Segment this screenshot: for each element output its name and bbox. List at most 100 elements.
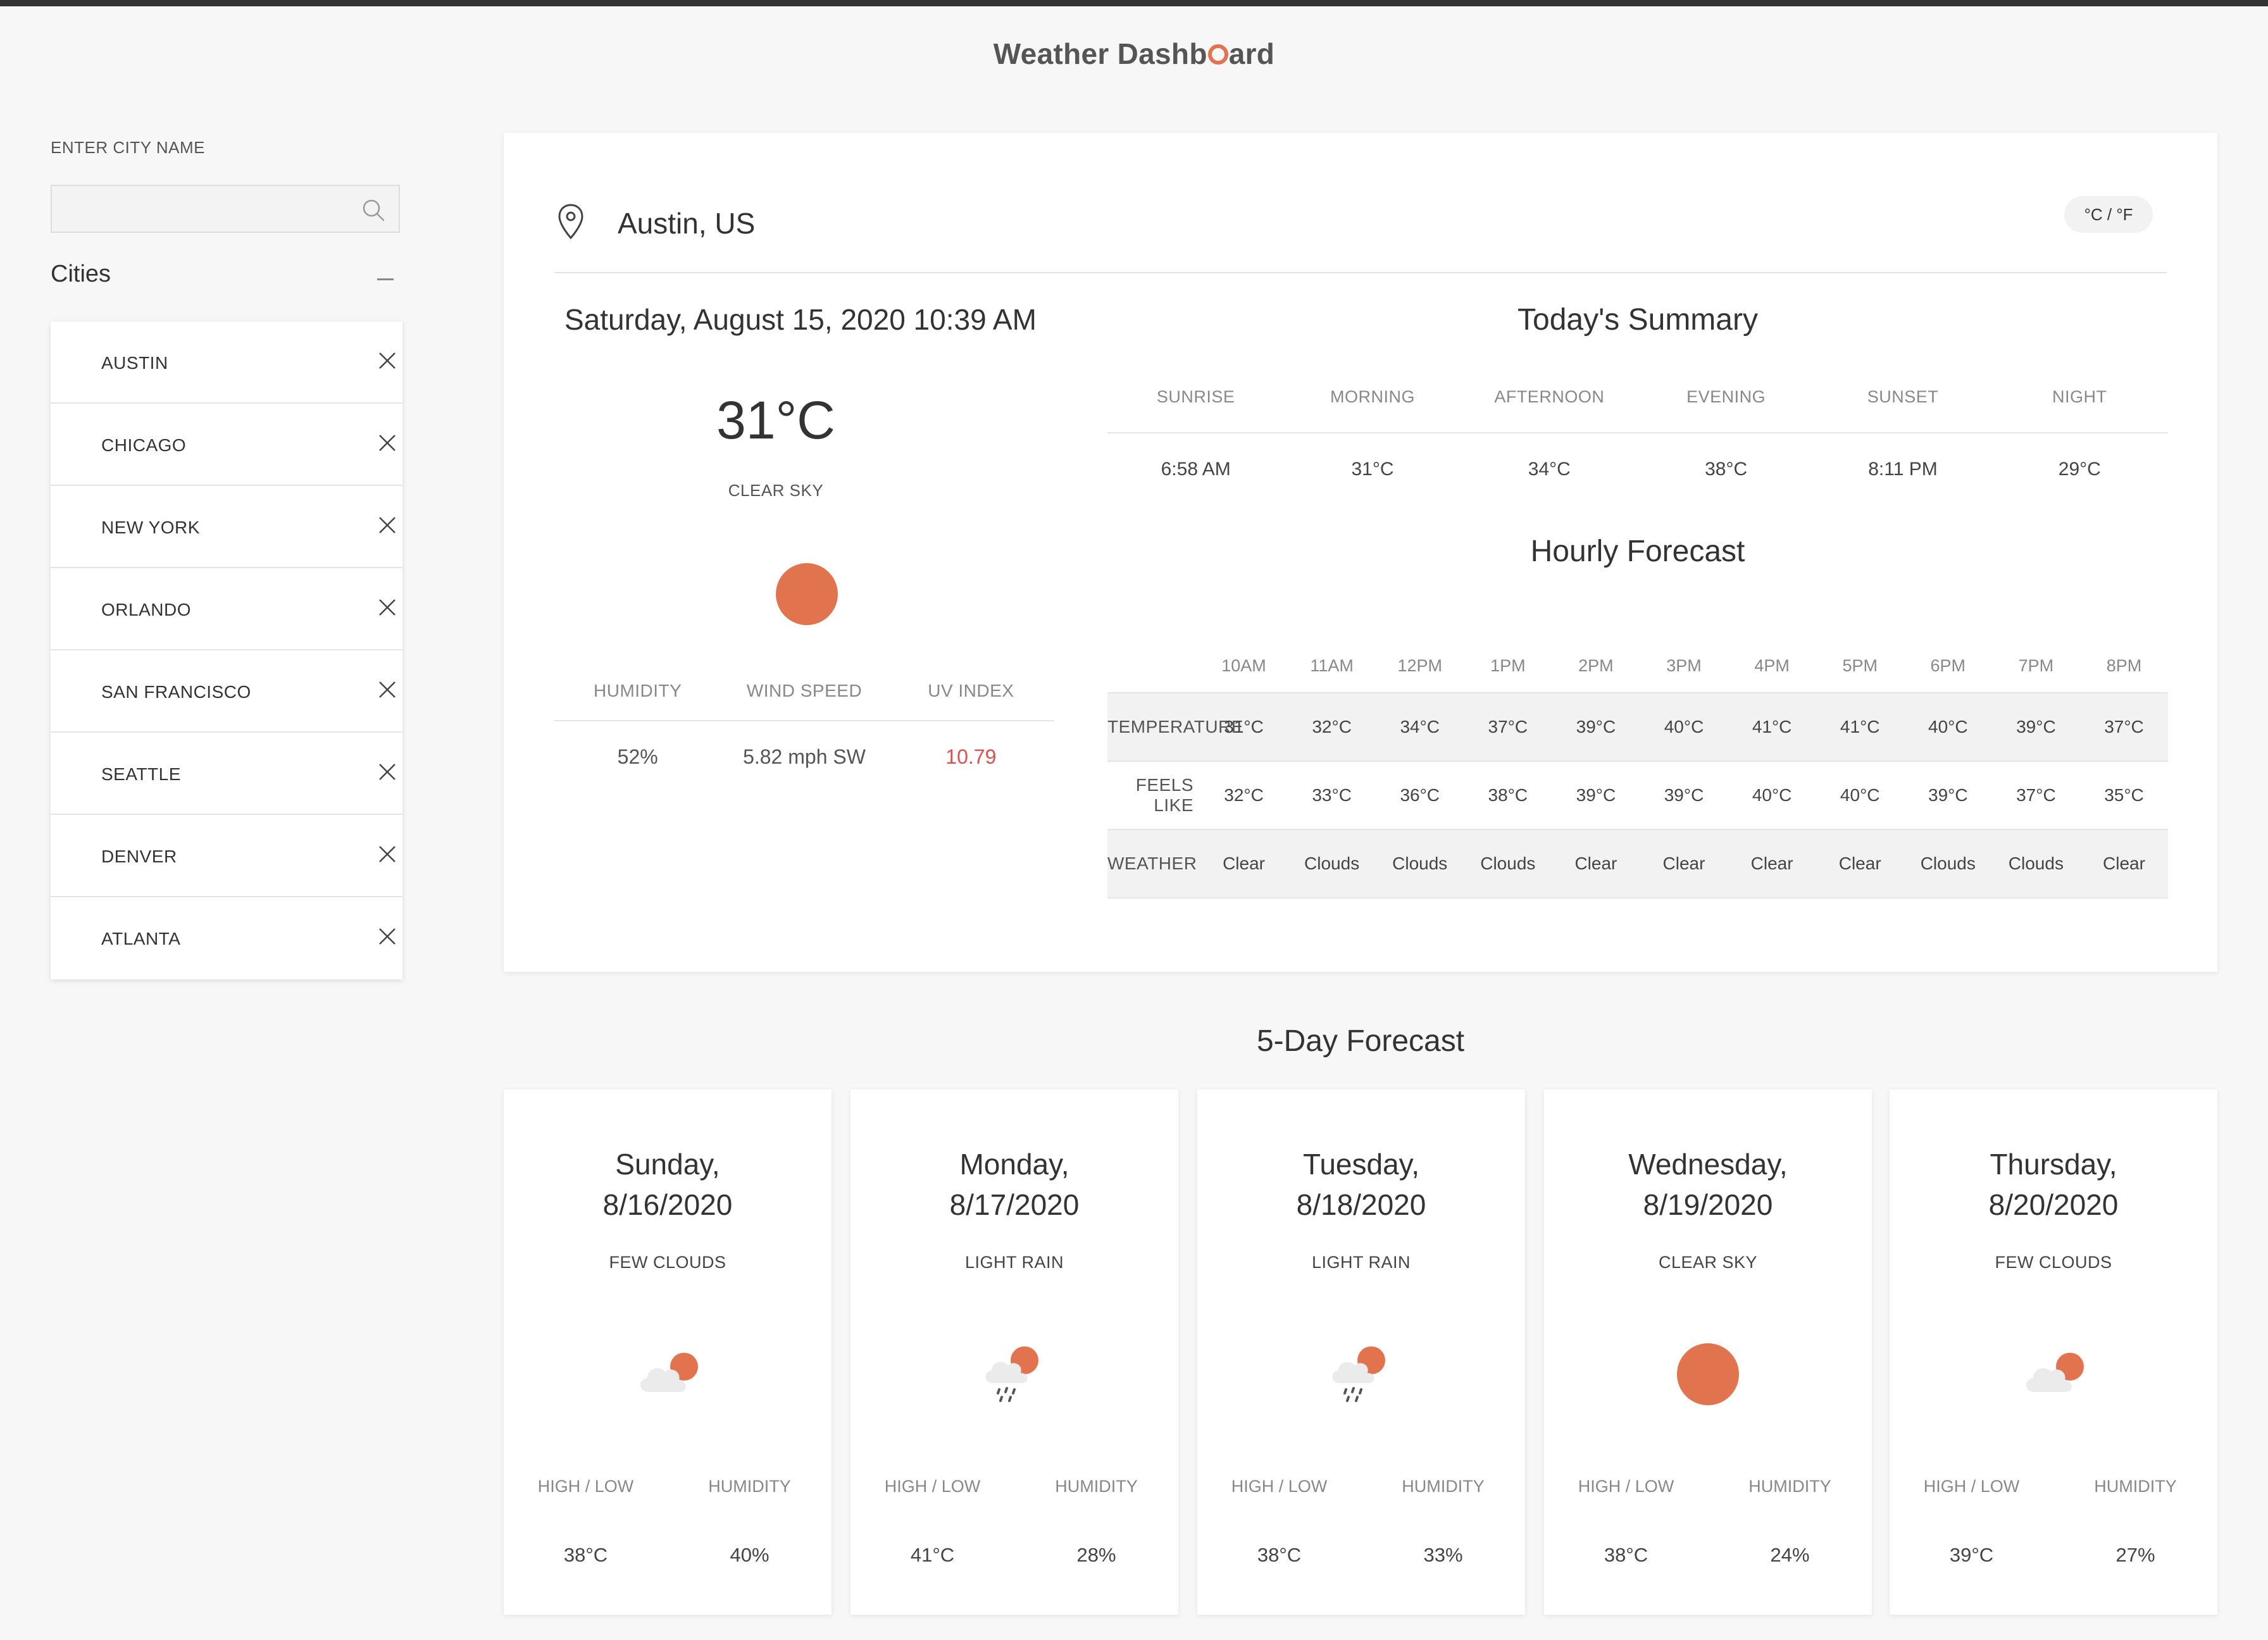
summary-header: SUNSET [1867, 387, 1939, 406]
high-low-value: 38°C [1257, 1544, 1302, 1566]
hourly-cell: 40°C [1928, 717, 1968, 736]
hourly-cell: Clear [1223, 854, 1265, 873]
hourly-cell: 37°C [2016, 785, 2056, 805]
remove-city-icon[interactable] [377, 926, 397, 947]
forecast-labels: HIGH / LOW HUMIDITY [1890, 1477, 2217, 1496]
forecast-day: Thursday, 8/20/2020 [1890, 1144, 2217, 1225]
hourly-cell: 38°C [1488, 785, 1528, 805]
humidity-label: HUMIDITY [1402, 1477, 1485, 1496]
uv-index-value: 10.79 [945, 745, 997, 768]
humidity-label: HUMIDITY [1055, 1477, 1138, 1496]
city-item[interactable]: SAN FRANCISCO [51, 650, 402, 733]
hourly-cell: 34°C [1400, 717, 1440, 736]
city-item[interactable]: AUSTIN [51, 321, 402, 404]
humidity-label: HUMIDITY [1748, 1477, 1831, 1496]
hourly-cell: Clouds [1480, 854, 1536, 873]
city-item[interactable]: SEATTLE [51, 733, 402, 815]
humidity-label: HUMIDITY [2094, 1477, 2177, 1496]
hourly-cell: 36°C [1400, 785, 1440, 805]
cities-header[interactable]: Cities [51, 261, 400, 299]
hourly-table: 10AM 11AM 12PM 1PM 2PM 3PM 4PM 5PM 6PM 7PM 8PM TEMP… [1107, 639, 2168, 898]
current-weather-card: Austin, US °C / °F Saturday, August 15, … [504, 133, 2217, 972]
sun-icon [776, 563, 838, 625]
high-low-label: HIGH / LOW [1923, 1477, 2020, 1496]
hourly-cell: Clouds [1304, 854, 1360, 873]
summary-header: MORNING [1330, 387, 1415, 406]
summary-header: SUNRISE [1156, 387, 1235, 406]
stats-divider [554, 720, 1054, 721]
hourly-cell: 41°C [1840, 717, 1880, 736]
city-name: AUSTIN [101, 353, 168, 373]
forecast-condition: LIGHT RAIN [1311, 1253, 1411, 1272]
unit-toggle-button[interactable]: °C / °F [2064, 196, 2153, 233]
hourly-cell: Clear [1574, 854, 1617, 873]
remove-city-icon[interactable] [377, 762, 397, 782]
hourly-row: WEATHER Clear Clouds Clouds Clouds Clear Clear… [1107, 830, 2168, 898]
hour-label: 4PM [1754, 655, 1790, 675]
city-item[interactable]: DENVER [51, 815, 402, 897]
hourly-cell: Clear [2103, 854, 2145, 873]
summary-value: 8:11 PM [1868, 459, 1938, 480]
remove-city-icon[interactable] [377, 844, 397, 864]
summary-header: NIGHT [2052, 387, 2107, 406]
city-search-input[interactable] [52, 186, 357, 233]
remove-city-icon[interactable] [377, 680, 397, 700]
hourly-cell: 40°C [1840, 785, 1880, 805]
summary-table: SUNRISE MORNING AFTERNOON EVENING SUNSET NIGH… [1107, 387, 2168, 480]
city-item[interactable]: CHICAGO [51, 404, 402, 486]
forecast-card: Sunday, 8/16/2020 FEW CLOUDS HIGH / LOW HUMI… [504, 1090, 832, 1615]
remove-city-icon[interactable] [377, 515, 397, 535]
forecast-date: 8/17/2020 [949, 1188, 1080, 1221]
forecast-values: 38°C 33% [1197, 1544, 1525, 1567]
forecast-day-name: Tuesday, [1302, 1148, 1420, 1181]
high-low-value: 38°C [1604, 1544, 1648, 1566]
city-item[interactable]: ATLANTA [51, 897, 402, 979]
humidity-value: 52% [617, 745, 658, 768]
summary-value: 38°C [1705, 459, 1748, 480]
forecast-card: Tuesday, 8/18/2020 LIGHT RAIN HIGH / LOW HUM… [1197, 1090, 1525, 1615]
high-low-label: HIGH / LOW [884, 1477, 981, 1496]
hourly-cell: 39°C [1928, 785, 1968, 805]
remove-city-icon[interactable] [377, 597, 397, 618]
hourly-cell: 37°C [2104, 717, 2144, 736]
city-name: CHICAGO [101, 435, 187, 455]
remove-city-icon[interactable] [377, 351, 397, 371]
wind-speed-label: WIND SPEED [746, 681, 863, 700]
hourly-cell: 39°C [1576, 717, 1616, 736]
remove-city-icon[interactable] [377, 433, 397, 453]
city-item[interactable]: NEW YORK [51, 486, 402, 568]
search-label: ENTER CITY NAME [51, 138, 205, 157]
hourly-cell: Clouds [1920, 854, 1976, 873]
city-name: DENVER [101, 847, 177, 866]
high-low-value: 41°C [910, 1544, 955, 1566]
summary-title: Today's Summary [1517, 303, 1758, 337]
humidity-value: 33% [1423, 1544, 1463, 1566]
hour-label: 2PM [1578, 655, 1614, 675]
hourly-row-label: FEELS LIKE [1135, 775, 1193, 815]
hourly-row-label: TEMPERATURE [1107, 717, 1243, 736]
current-description: CLEAR SKY [728, 481, 824, 500]
five-day-title: 5-Day Forecast [1256, 1024, 1465, 1058]
forecast-day: Sunday, 8/16/2020 [504, 1144, 832, 1225]
hourly-cell: 39°C [1576, 785, 1616, 805]
forecast-day: Tuesday, 8/18/2020 [1197, 1144, 1525, 1225]
location-pin-icon [558, 204, 583, 240]
current-temperature: 31°C [716, 390, 835, 450]
hourly-cell: 40°C [1752, 785, 1792, 805]
collapse-icon[interactable] [377, 278, 394, 280]
hour-label: 12PM [1397, 655, 1442, 675]
search-box[interactable] [51, 185, 400, 233]
light-rain-icon [970, 1330, 1059, 1419]
city-item[interactable]: ORLANDO [51, 568, 402, 650]
light-rain-icon [1317, 1330, 1405, 1419]
search-icon[interactable] [361, 197, 386, 223]
forecast-labels: HIGH / LOW HUMIDITY [1197, 1477, 1525, 1496]
high-low-value: 39°C [1949, 1544, 1994, 1566]
forecast-day: Wednesday, 8/19/2020 [1544, 1144, 1872, 1225]
forecast-condition: CLEAR SKY [1658, 1253, 1758, 1272]
forecast-card: Monday, 8/17/2020 LIGHT RAIN HIGH / LOW HUMI… [850, 1090, 1178, 1615]
summary-divider [1107, 432, 2168, 433]
hourly-row: TEMPERATURE 31°C 32°C 34°C 37°C 39°C 40°C 41°C 4… [1107, 693, 2168, 762]
hourly-cell: 39°C [2016, 717, 2056, 736]
header-divider [554, 272, 2167, 273]
